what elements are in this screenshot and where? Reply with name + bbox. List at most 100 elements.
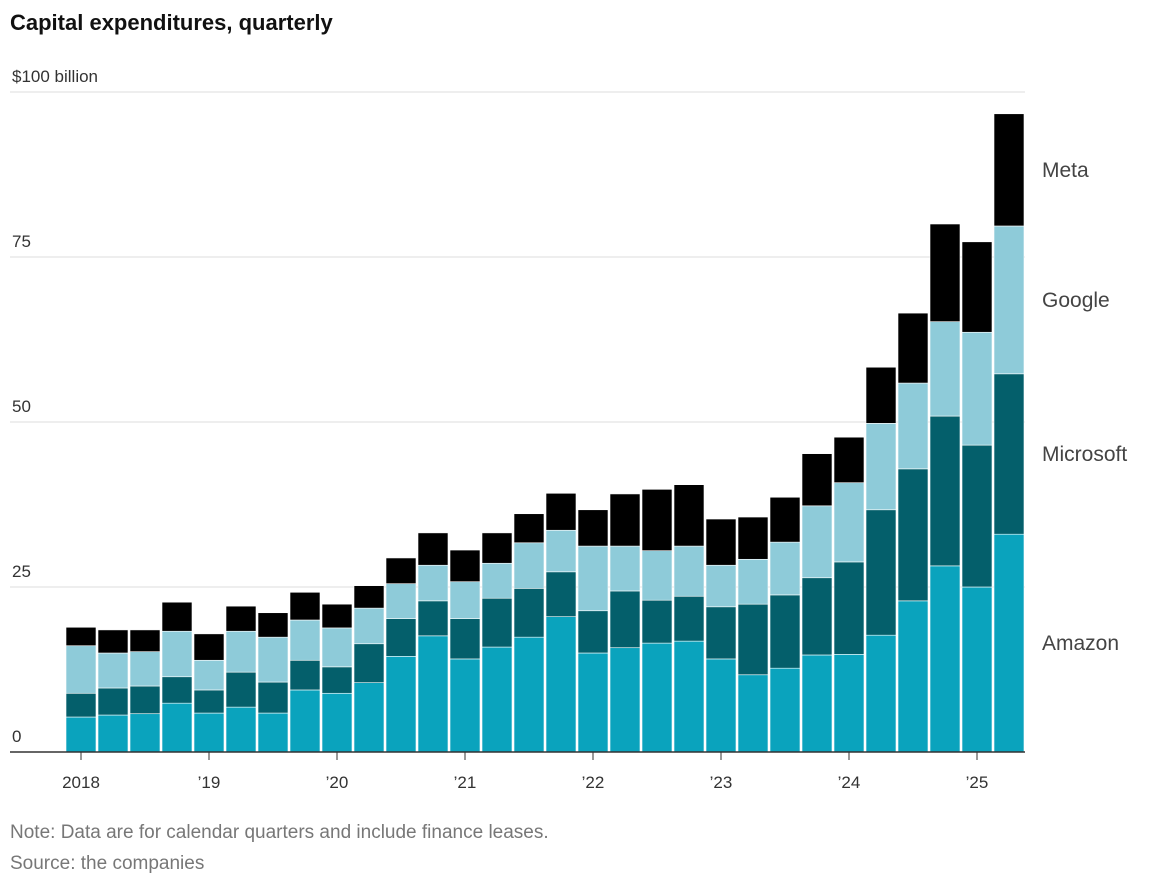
bar-segment xyxy=(545,492,577,531)
bar-segment xyxy=(353,585,385,609)
bar-segment xyxy=(801,654,833,753)
bar-segment xyxy=(481,646,513,753)
bar-segment xyxy=(961,331,993,446)
bar-segment xyxy=(993,373,1025,535)
bar-segment xyxy=(897,600,929,753)
bar-segment xyxy=(993,533,1025,753)
bar-segment xyxy=(865,366,897,424)
bar-segment xyxy=(833,436,865,484)
bar-segment xyxy=(705,606,737,660)
bar-segment xyxy=(353,643,385,684)
bar-segment xyxy=(417,564,449,602)
bar-segment xyxy=(609,493,641,547)
bar-segment xyxy=(769,496,801,543)
bar-segment xyxy=(865,423,897,511)
note: Note: Data are for calendar quarters and… xyxy=(10,822,549,843)
source: Source: the companies xyxy=(10,853,204,874)
bar-segment xyxy=(385,557,417,585)
bar-segment xyxy=(577,652,609,753)
bar-segment xyxy=(161,630,193,678)
bar-segment xyxy=(769,541,801,596)
bar-segment xyxy=(449,581,481,619)
legend-label: Microsoft xyxy=(1042,443,1127,466)
legend-label: Meta xyxy=(1042,159,1089,182)
bar-segment xyxy=(161,676,193,704)
y-tick-label: 50 xyxy=(12,397,31,416)
bar-segment xyxy=(673,484,705,547)
bar-segment xyxy=(833,561,865,655)
bar-segment xyxy=(289,619,321,661)
bar-segment xyxy=(321,666,353,694)
bar-segment xyxy=(865,509,897,636)
bar-segment xyxy=(833,654,865,753)
bar-segment xyxy=(673,545,705,597)
bar-segment xyxy=(417,635,449,753)
bar-segment xyxy=(513,636,545,753)
bar-segment xyxy=(321,692,353,753)
bar-segment xyxy=(993,225,1025,375)
bar-segment xyxy=(97,629,129,654)
bar-segment xyxy=(513,588,545,638)
bar-segment xyxy=(897,312,929,384)
bar-segment xyxy=(161,702,193,753)
bar-segment xyxy=(129,713,161,753)
x-tick-label: ’20 xyxy=(326,773,349,792)
bar-segment xyxy=(929,223,961,322)
bar-segment xyxy=(257,636,289,683)
bar-segment xyxy=(225,671,257,708)
bar-segment xyxy=(769,594,801,669)
bar-segment xyxy=(193,633,225,661)
bar-segment xyxy=(161,601,193,632)
bar-segment xyxy=(577,509,609,547)
bar-segment xyxy=(257,612,289,638)
bar-segment xyxy=(545,571,577,618)
chart-title: Capital expenditures, quarterly xyxy=(10,10,334,35)
bar-segment xyxy=(513,542,545,589)
bar-segment xyxy=(609,590,641,649)
bar-segment xyxy=(449,658,481,753)
bar-segment xyxy=(417,532,449,566)
bar-segment xyxy=(65,692,97,718)
bar-segment xyxy=(801,505,833,579)
bar-segment xyxy=(641,489,673,552)
bar-segment xyxy=(641,550,673,601)
bar-segment xyxy=(929,415,961,567)
bar-segment xyxy=(609,647,641,753)
bar-segment xyxy=(641,642,673,753)
x-tick-label: ’21 xyxy=(454,773,477,792)
bar-segment xyxy=(321,627,353,668)
bar-segment xyxy=(225,605,257,632)
bar-segment xyxy=(449,618,481,660)
bar-segment xyxy=(353,607,385,645)
y-tick-label: 75 xyxy=(12,232,31,251)
bar-segment xyxy=(673,595,705,642)
bar-segment xyxy=(961,444,993,588)
bar-segment xyxy=(385,583,417,619)
bar-segment xyxy=(929,565,961,753)
bar-segment xyxy=(705,564,737,608)
bar-segment xyxy=(481,562,513,599)
x-tick-label: 2018 xyxy=(62,773,100,792)
bar-segment xyxy=(225,630,257,673)
bar-segment xyxy=(289,591,321,621)
bar-segment xyxy=(801,453,833,507)
bar-segment xyxy=(705,518,737,566)
bar-segment xyxy=(257,712,289,753)
bar-segment xyxy=(193,659,225,691)
bar-segment xyxy=(97,687,129,716)
bar-segment xyxy=(737,516,769,560)
y-tick-label: 25 xyxy=(12,562,31,581)
bar-segment xyxy=(705,658,737,753)
legend-label: Google xyxy=(1042,289,1110,312)
legend-label: Amazon xyxy=(1042,632,1119,655)
bar-segment xyxy=(481,597,513,648)
bar-segment xyxy=(65,626,97,647)
bar-segment xyxy=(129,651,161,687)
bar-segment xyxy=(321,603,353,629)
bar-segment xyxy=(897,382,929,470)
bar-segment xyxy=(929,321,961,417)
bar-segment xyxy=(289,689,321,753)
bar-segment xyxy=(385,655,417,753)
x-tick-label: ’25 xyxy=(966,773,989,792)
